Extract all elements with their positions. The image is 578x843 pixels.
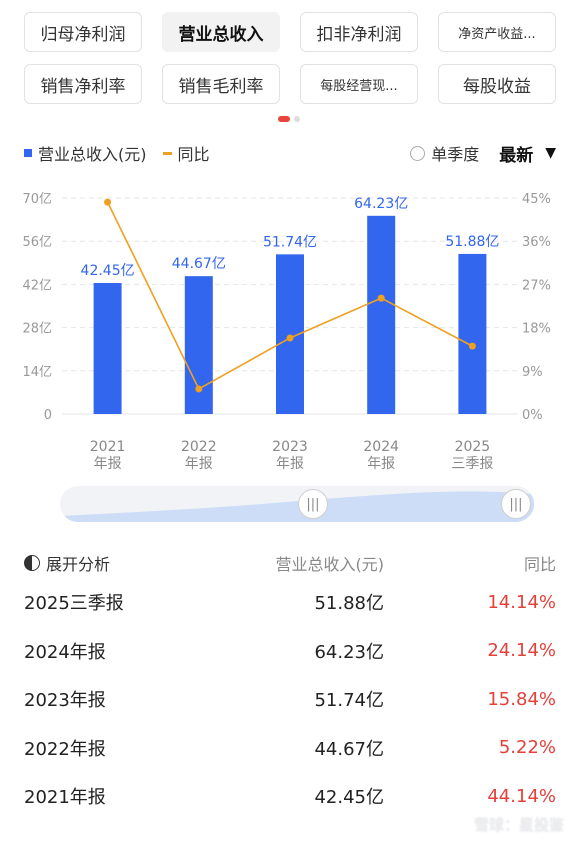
yoy-point — [195, 385, 203, 393]
pie-chart-icon — [24, 555, 40, 571]
expand-analysis[interactable]: 展开分析 — [24, 551, 224, 575]
slider-track — [60, 486, 534, 522]
row-revenue: 51.74亿 — [314, 690, 384, 712]
bar-data-label: 51.74亿 — [263, 234, 317, 250]
tab-operating-cash-per-share[interactable]: 每股经营现... — [300, 64, 418, 104]
metric-tabs: 归母净利润 营业总收入 扣非净利润 净资产收益... 销售净利率 销售毛利率 每… — [24, 12, 556, 116]
row-period: 2025三季报 — [24, 593, 124, 615]
row-yoy: 15.84% — [487, 688, 556, 710]
slider-right-handle-icon[interactable]: ||| — [501, 489, 531, 519]
row-revenue: 51.88亿 — [314, 593, 384, 615]
data-table: 展开分析 营业总收入(元) 同比 2025三季报 51.88亿 14.14% 2… — [24, 548, 556, 821]
yoy-point — [286, 334, 294, 342]
x-tick-label: 2022 — [181, 439, 217, 455]
page-dot — [294, 116, 300, 122]
y-left-tick-label: 56亿 — [22, 235, 52, 250]
bar — [367, 215, 396, 414]
row-period: 2021年报 — [24, 787, 106, 809]
tab-net-margin[interactable]: 销售净利率 — [24, 64, 142, 104]
chart-legend-bar: 营业总收入(元) 同比 单季度 最新 ▼ — [24, 141, 556, 166]
legend-line-label: 同比 — [177, 145, 210, 164]
tab-total-revenue[interactable]: 营业总收入 — [162, 12, 280, 52]
tab-net-profit[interactable]: 归母净利润 — [24, 12, 142, 52]
table-row: 2024年报 64.23亿 24.14% — [24, 627, 556, 676]
expand-analysis-label: 展开分析 — [46, 555, 111, 574]
range-slider[interactable]: ||| ||| — [60, 486, 534, 522]
row-yoy: 14.14% — [487, 591, 556, 613]
x-tick-label: 2025 — [455, 439, 491, 455]
row-yoy: 5.22% — [498, 737, 556, 759]
tab-row-2: 销售净利率 销售毛利率 每股经营现... 每股收益 — [24, 64, 556, 104]
y-right-tick-label: 36% — [522, 235, 551, 250]
x-tick-sublabel: 年报 — [185, 456, 213, 472]
legend-bar-label: 营业总收入(元) — [38, 145, 147, 164]
quarter-radio[interactable] — [410, 145, 426, 161]
bar-data-label: 64.23亿 — [354, 196, 408, 212]
row-revenue: 42.45亿 — [314, 787, 384, 809]
revenue-chart: 0 0% 14亿 9% 28亿 18% 42亿 27% 56亿 36% 70亿 45% 42.45亿 44… — [22, 192, 551, 472]
slider-preview — [60, 491, 534, 522]
y-left-tick-label: 14亿 — [22, 365, 52, 380]
table-header: 展开分析 营业总收入(元) 同比 — [24, 548, 556, 578]
table-row: 2023年报 51.74亿 15.84% — [24, 675, 556, 724]
page-indicator — [0, 116, 578, 122]
chart-controls: 单季度 最新 ▼ — [410, 141, 556, 166]
quarter-toggle-label[interactable]: 单季度 — [431, 145, 480, 164]
table-row: 2021年报 42.45亿 44.14% — [24, 772, 556, 821]
row-revenue: 44.67亿 — [314, 738, 384, 760]
row-period: 2023年报 — [24, 690, 106, 712]
row-period: 2024年报 — [24, 641, 106, 663]
y-right-tick-label: 18% — [522, 322, 551, 337]
y-right-tick-label: 0% — [522, 408, 543, 423]
y-right-tick-label: 9% — [522, 365, 543, 380]
dropdown-caret-icon[interactable]: ▼ — [545, 145, 556, 161]
legend-bar-swatch — [24, 149, 32, 157]
row-yoy: 44.14% — [487, 785, 556, 807]
tab-roe[interactable]: 净资产收益... — [438, 12, 556, 52]
y-left-tick-label: 0 — [44, 408, 52, 423]
x-tick-label: 2024 — [363, 439, 399, 455]
yoy-point — [468, 342, 476, 350]
x-tick-label: 2021 — [90, 439, 126, 455]
y-right-tick-label: 45% — [522, 192, 551, 207]
header-yoy: 同比 — [523, 555, 556, 574]
x-tick-sublabel: 三季报 — [451, 456, 493, 472]
row-period: 2022年报 — [24, 738, 106, 760]
x-tick-sublabel: 年报 — [367, 456, 395, 472]
tab-row-1: 归母净利润 营业总收入 扣非净利润 净资产收益... — [24, 12, 556, 52]
row-revenue: 64.23亿 — [314, 641, 384, 663]
table-row: 2022年报 44.67亿 5.22% — [24, 724, 556, 773]
y-left-tick-label: 28亿 — [22, 322, 52, 337]
slider-left-handle-icon[interactable]: ||| — [298, 489, 328, 519]
y-left-tick-label: 70亿 — [22, 192, 52, 207]
page-dot-active — [278, 116, 290, 122]
x-tick-sublabel: 年报 — [276, 456, 304, 472]
yoy-point — [104, 198, 112, 206]
x-tick-sublabel: 年报 — [94, 456, 122, 472]
y-left-tick-label: 42亿 — [22, 278, 52, 293]
header-revenue: 营业总收入(元) — [275, 555, 385, 574]
bar-data-label: 44.67亿 — [172, 256, 226, 272]
bar — [458, 253, 487, 414]
tab-eps[interactable]: 每股收益 — [438, 64, 556, 104]
y-right-tick-label: 27% — [522, 278, 551, 293]
row-yoy: 24.14% — [487, 640, 556, 662]
yoy-point — [377, 294, 385, 302]
bar-data-label: 42.45亿 — [81, 263, 135, 279]
tab-deducted-net-profit[interactable]: 扣非净利润 — [300, 12, 418, 52]
period-select[interactable]: 最新 — [499, 145, 534, 166]
bar — [184, 276, 213, 414]
table-row: 2025三季报 51.88亿 14.14% — [24, 578, 556, 627]
bar — [93, 283, 122, 414]
legend-line-swatch — [162, 151, 172, 155]
tab-gross-margin[interactable]: 销售毛利率 — [162, 64, 280, 104]
x-tick-label: 2023 — [272, 439, 308, 455]
watermark: 雪球：星投鉴 — [473, 816, 564, 834]
bar-data-label: 51.88亿 — [445, 234, 499, 250]
